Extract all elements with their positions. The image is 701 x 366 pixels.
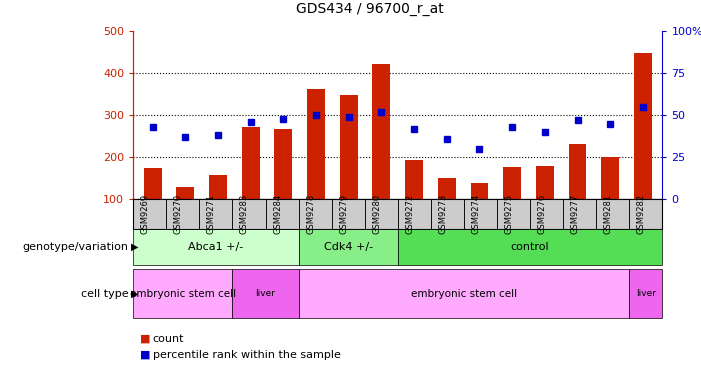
Text: GSM9276: GSM9276 <box>538 194 547 234</box>
Text: Cdk4 +/-: Cdk4 +/- <box>324 242 373 252</box>
Text: GSM9277: GSM9277 <box>571 194 580 234</box>
Text: ■: ■ <box>140 333 151 344</box>
Bar <box>503 167 521 199</box>
Text: GDS434 / 96700_r_at: GDS434 / 96700_r_at <box>296 3 444 16</box>
Text: liver: liver <box>636 289 656 298</box>
Text: ■: ■ <box>140 350 151 360</box>
Text: GSM9274: GSM9274 <box>472 194 480 234</box>
Text: GSM9282: GSM9282 <box>637 194 646 234</box>
Bar <box>177 187 194 199</box>
Bar <box>275 129 292 199</box>
Bar <box>144 168 162 199</box>
Bar <box>470 183 489 199</box>
Text: ▶: ▶ <box>131 242 139 252</box>
Text: cell type: cell type <box>81 289 128 299</box>
Bar <box>307 89 325 199</box>
Text: embryonic stem cell: embryonic stem cell <box>130 289 236 299</box>
Text: GSM9283: GSM9283 <box>240 194 249 234</box>
Text: genotype/variation: genotype/variation <box>22 242 128 252</box>
Bar <box>242 127 260 199</box>
Text: GSM9278: GSM9278 <box>306 194 315 234</box>
Text: Abca1 +/-: Abca1 +/- <box>189 242 243 252</box>
Bar <box>405 160 423 199</box>
Bar <box>372 64 390 199</box>
Text: GSM9284: GSM9284 <box>273 194 282 234</box>
Text: GSM9280: GSM9280 <box>372 194 381 234</box>
Text: GSM9272: GSM9272 <box>405 194 414 234</box>
Bar <box>340 95 358 199</box>
Text: GSM9271: GSM9271 <box>207 194 216 234</box>
Bar <box>438 179 456 199</box>
Text: ▶: ▶ <box>131 289 139 299</box>
Text: embryonic stem cell: embryonic stem cell <box>411 289 517 299</box>
Text: GSM9269: GSM9269 <box>141 194 150 234</box>
Bar <box>536 166 554 199</box>
Text: GSM9275: GSM9275 <box>505 194 514 234</box>
Bar <box>569 144 587 199</box>
Text: liver: liver <box>255 289 275 298</box>
Bar <box>209 175 227 199</box>
Text: GSM9281: GSM9281 <box>604 194 613 234</box>
Text: percentile rank within the sample: percentile rank within the sample <box>153 350 341 360</box>
Text: GSM9273: GSM9273 <box>438 194 447 234</box>
Text: count: count <box>153 333 184 344</box>
Bar <box>634 53 652 199</box>
Bar <box>601 157 619 199</box>
Text: GSM9270: GSM9270 <box>174 194 183 234</box>
Text: GSM9279: GSM9279 <box>339 194 348 234</box>
Text: control: control <box>511 242 550 252</box>
